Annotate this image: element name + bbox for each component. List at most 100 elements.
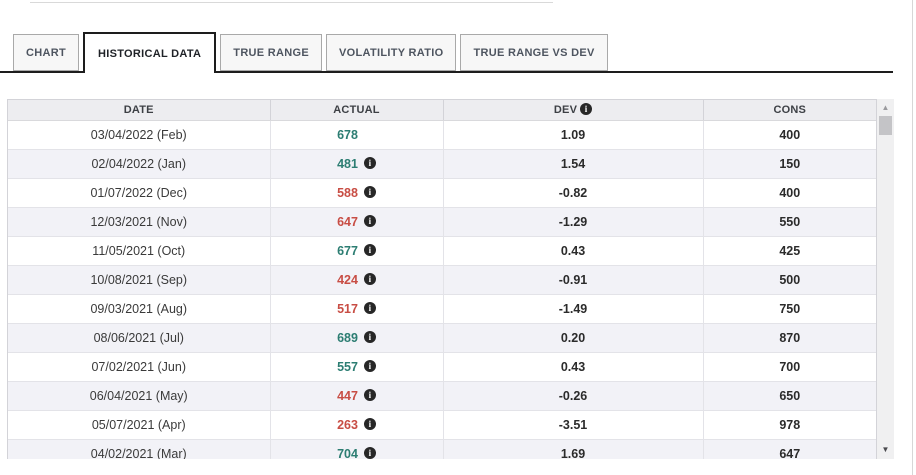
cons-cell: 425 [703,236,876,266]
cons-cell: 550 [703,207,876,237]
actual-cell: 647 i [270,207,444,237]
dev-info-icon[interactable]: i [580,102,593,115]
scroll-up-arrow-icon[interactable]: ▲ [881,103,890,112]
info-icon[interactable]: i [363,360,376,373]
info-icon[interactable]: i [363,447,376,459]
date-cell: 11/05/2021 (Oct) [8,236,271,266]
date-cell: 04/02/2021 (Mar) [8,439,271,459]
actual-value: 557 [337,359,358,374]
info-icon[interactable]: i [363,273,376,286]
actual-cell: 557 i [270,352,444,382]
actual-cell: 588 i [270,178,444,208]
table-row: 07/02/2021 (Jun) 557 i 0.43 700 [8,352,876,382]
column-header-dev: DEV i [443,100,704,121]
actual-cell: 447 i [270,381,444,411]
cons-cell: 400 [703,120,876,150]
info-icon[interactable]: i [363,157,376,170]
dev-cell: 1.69 [443,439,704,459]
cons-cell: 700 [703,352,876,382]
dev-cell: 0.43 [443,352,704,382]
table-row: 03/04/2022 (Feb) 678i 1.09 400 [8,120,876,150]
actual-cell: 263 i [270,410,444,440]
historical-data-table: DATE ACTUAL DEV i CONS 03/04/2022 (Feb) 6… [7,99,894,459]
vertical-scrollbar[interactable]: ▲ ▼ [877,99,894,459]
tab-historical-data[interactable]: HISTORICAL DATA [83,32,217,73]
scrollbar-thumb[interactable] [879,116,892,135]
date-cell: 10/08/2021 (Sep) [8,265,271,295]
actual-cell: 481 i [270,149,444,179]
dev-cell: 1.09 [443,120,704,150]
cons-cell: 400 [703,178,876,208]
date-cell: 02/04/2022 (Jan) [8,149,271,179]
tab-chart[interactable]: CHART [13,34,79,71]
column-header-actual: ACTUAL [270,100,444,121]
tab-true-range[interactable]: TRUE RANGE [220,34,323,71]
date-cell: 12/03/2021 (Nov) [8,207,271,237]
actual-cell: 677 i [270,236,444,266]
top-divider [30,2,553,3]
dev-cell: 0.20 [443,323,704,353]
cons-cell: 870 [703,323,876,353]
actual-cell: 678i [270,120,444,150]
dev-cell: -1.29 [443,207,704,237]
info-icon[interactable]: i [363,244,376,257]
actual-cell: 689 i [270,323,444,353]
actual-value: 481 [337,156,358,171]
actual-value: 704 [337,446,358,460]
date-cell: 05/07/2021 (Apr) [8,410,271,440]
dev-cell: 1.54 [443,149,704,179]
date-cell: 07/02/2021 (Jun) [8,352,271,382]
column-header-date: DATE [8,100,271,121]
info-icon[interactable]: i [363,186,376,199]
date-cell: 06/04/2021 (May) [8,381,271,411]
table-row: 02/04/2022 (Jan) 481 i 1.54 150 [8,149,876,179]
dev-cell: 0.43 [443,236,704,266]
actual-cell: 424 i [270,265,444,295]
dev-cell: -0.26 [443,381,704,411]
tab-bar: CHART HISTORICAL DATA TRUE RANGE VOLATILITY… [0,32,893,73]
dev-cell: -0.91 [443,265,704,295]
actual-value: 424 [337,272,358,287]
dev-cell: -1.49 [443,294,704,324]
date-cell: 09/03/2021 (Aug) [8,294,271,324]
cons-cell: 978 [703,410,876,440]
scroll-down-arrow-icon[interactable]: ▼ [881,445,890,454]
page-right-border [912,0,913,475]
date-cell: 01/07/2022 (Dec) [8,178,271,208]
table-row: 11/05/2021 (Oct) 677 i 0.43 425 [8,236,876,266]
actual-cell: 704 i [270,439,444,460]
actual-value: 689 [337,330,358,345]
date-cell: 08/06/2021 (Jul) [8,323,271,353]
info-icon[interactable]: i [363,331,376,344]
cons-cell: 150 [703,149,876,179]
table-row: 09/03/2021 (Aug) 517 i -1.49 750 [8,294,876,324]
dev-cell: -3.51 [443,410,704,440]
info-icon[interactable]: i [363,389,376,402]
table-row: 01/07/2022 (Dec) 588 i -0.82 400 [8,178,876,208]
info-icon[interactable]: i [363,302,376,315]
table-row: 12/03/2021 (Nov) 647 i -1.29 550 [8,207,876,237]
actual-value: 517 [337,301,358,316]
column-header-dev-label: DEV [553,103,578,116]
actual-value: 447 [337,388,358,403]
actual-value: 588 [337,185,358,200]
actual-value: 647 [337,214,358,229]
info-icon[interactable]: i [363,418,376,431]
table-row: 05/07/2021 (Apr) 263 i -3.51 978 [8,410,876,440]
info-icon[interactable]: i [363,215,376,228]
cons-cell: 750 [703,294,876,324]
actual-value: 678 [337,127,358,142]
table-row: 04/02/2021 (Mar) 704 i 1.69 647 [8,439,876,459]
table-header-row: DATE ACTUAL DEV i CONS [8,100,876,121]
actual-value: 677 [337,243,358,258]
cons-cell: 647 [703,439,876,459]
table-row: 10/08/2021 (Sep) 424 i -0.91 500 [8,265,876,295]
tab-true-range-vs-dev[interactable]: TRUE RANGE VS DEV [460,34,608,71]
cons-cell: 650 [703,381,876,411]
table-row: 06/04/2021 (May) 447 i -0.26 650 [8,381,876,411]
tab-volatility-ratio[interactable]: VOLATILITY RATIO [326,34,457,71]
dev-cell: -0.82 [443,178,704,208]
actual-cell: 517 i [270,294,444,324]
cons-cell: 500 [703,265,876,295]
